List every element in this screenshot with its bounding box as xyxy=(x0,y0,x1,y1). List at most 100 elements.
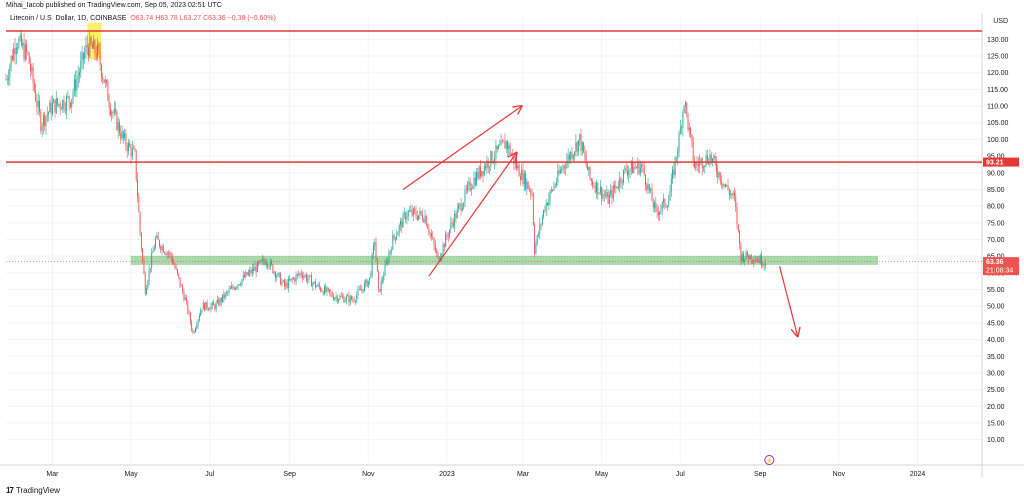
candle-body xyxy=(94,40,96,54)
candle-body xyxy=(512,154,514,156)
candle-body xyxy=(214,304,216,310)
candle-body xyxy=(666,206,668,208)
candle-body xyxy=(590,178,592,182)
candle-body xyxy=(367,280,369,287)
candle-body xyxy=(211,302,213,306)
candle-body xyxy=(134,148,136,150)
y-tick-label: 50.00 xyxy=(987,304,1005,311)
candle-body xyxy=(467,184,469,190)
candle-body xyxy=(450,222,452,230)
candle-body xyxy=(102,77,104,80)
candle-body xyxy=(552,189,554,191)
candle-body xyxy=(236,287,238,288)
candle-body xyxy=(621,182,623,184)
candle-body xyxy=(320,287,322,291)
y-tick-label: 95.00 xyxy=(987,154,1005,161)
candle-body xyxy=(645,174,646,185)
candle-body xyxy=(721,181,723,184)
candle-body xyxy=(575,142,577,153)
candle-body xyxy=(746,251,748,257)
candle-body xyxy=(543,210,545,218)
candle-body xyxy=(691,134,693,143)
candle-body xyxy=(468,181,470,185)
candle-body xyxy=(668,201,670,207)
candle-body xyxy=(338,299,340,302)
candle-body xyxy=(508,145,510,150)
candle-body xyxy=(762,264,764,266)
candle-body xyxy=(536,235,538,245)
candle-body xyxy=(558,170,560,174)
candle-body xyxy=(353,300,355,302)
candle-body xyxy=(282,280,284,282)
candle-body xyxy=(294,278,296,282)
candle-body xyxy=(311,276,313,287)
y-tick-label: 125.00 xyxy=(987,54,1009,61)
candle-body xyxy=(722,183,724,187)
candle-body xyxy=(647,184,649,190)
candle-body xyxy=(584,152,586,157)
candle-body xyxy=(375,242,377,259)
y-tick-label: 15.00 xyxy=(987,420,1005,427)
candle-body xyxy=(451,222,453,224)
candle-body xyxy=(309,275,311,277)
candle-body xyxy=(128,142,129,152)
candle-body xyxy=(748,256,750,260)
candle-body xyxy=(730,193,732,195)
candle-body xyxy=(130,146,132,157)
candle-body xyxy=(623,169,625,183)
candle-body xyxy=(568,154,570,160)
candle-body xyxy=(670,178,672,192)
candle-body xyxy=(340,295,342,297)
candle-body xyxy=(643,165,645,175)
candle-body xyxy=(723,184,725,187)
candle-body xyxy=(207,308,209,310)
candle-body xyxy=(606,192,608,197)
candle-body xyxy=(455,213,457,219)
candle-body xyxy=(757,259,759,261)
candle-body xyxy=(499,145,501,146)
candle-body xyxy=(37,100,39,107)
candle-body xyxy=(650,188,652,191)
candle-body xyxy=(210,305,212,310)
candle-body xyxy=(677,151,679,158)
candle-body xyxy=(529,188,530,191)
candle-body xyxy=(72,92,74,99)
candle-body xyxy=(152,251,154,253)
candle-body xyxy=(480,166,481,177)
candle-body xyxy=(267,263,269,267)
candle-body xyxy=(272,264,274,273)
candle-body xyxy=(126,145,128,152)
candle-body xyxy=(476,172,478,185)
candle-body xyxy=(472,186,474,189)
candle-body xyxy=(165,253,167,255)
candle-body xyxy=(583,142,585,153)
candle-body xyxy=(76,78,78,91)
candle-body xyxy=(201,309,203,311)
candle-body xyxy=(443,244,445,248)
candle-body xyxy=(507,141,508,150)
candle-body xyxy=(461,207,463,211)
candle-body xyxy=(379,288,381,292)
candle-body xyxy=(253,268,254,271)
candle-body xyxy=(219,298,221,305)
candle-body xyxy=(630,161,632,169)
x-tick-label: 2024 xyxy=(910,471,926,478)
projection-arrow xyxy=(778,266,798,336)
y-tick-label: 70.00 xyxy=(987,237,1005,244)
y-tick-label: 80.00 xyxy=(987,204,1005,211)
candle-body xyxy=(478,166,480,179)
candle-body xyxy=(470,188,472,190)
candle-body xyxy=(77,75,79,79)
candle-body xyxy=(192,329,194,333)
candle-body xyxy=(169,252,171,254)
event-marker-icon xyxy=(764,455,775,465)
candle-body xyxy=(28,52,30,64)
candle-body xyxy=(734,193,735,196)
candle-body xyxy=(629,168,631,172)
candle-body xyxy=(403,213,405,215)
candle-body xyxy=(186,297,187,302)
candle-body xyxy=(296,274,298,275)
candle-body xyxy=(71,98,73,108)
candle-body xyxy=(477,172,479,179)
